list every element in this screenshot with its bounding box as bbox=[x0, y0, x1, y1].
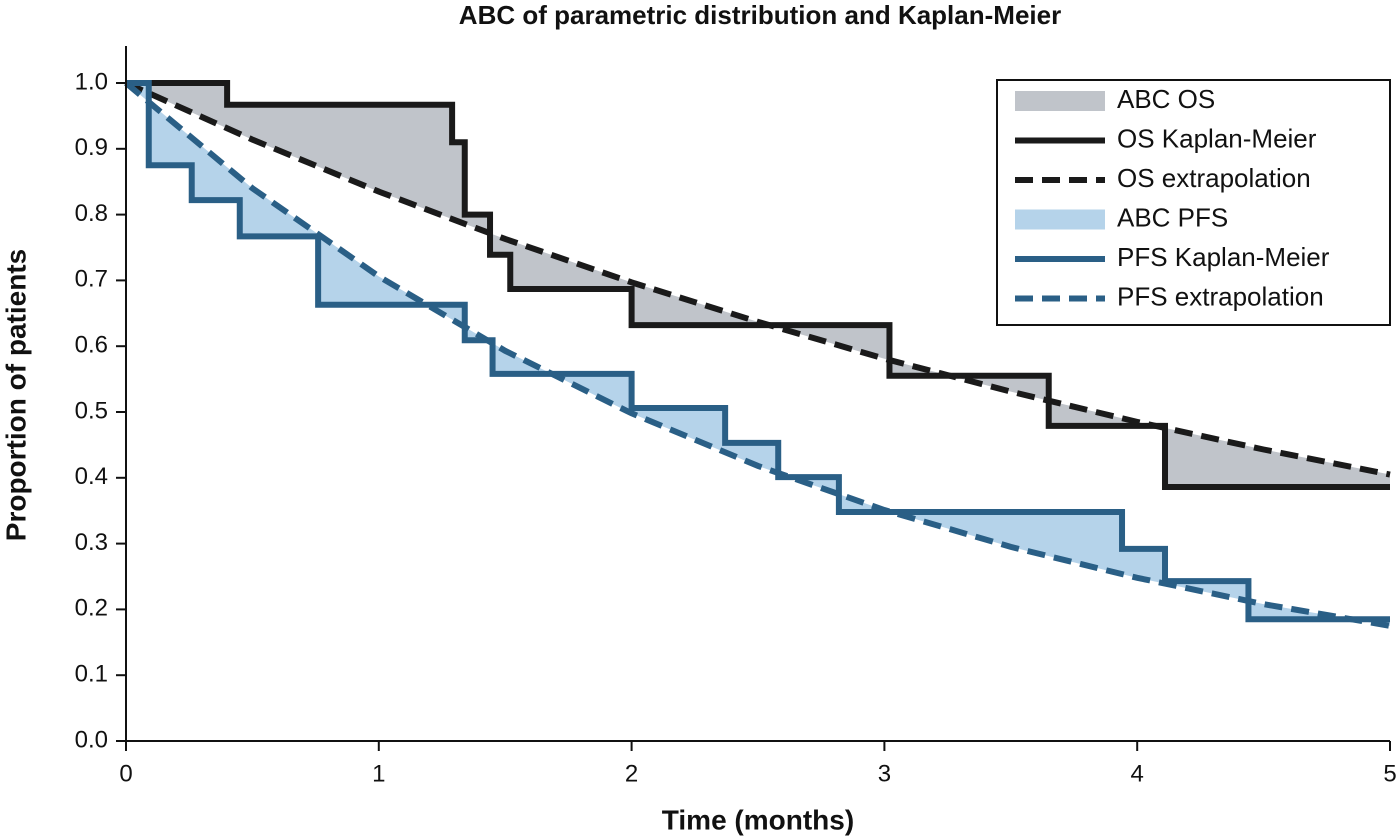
legend-swatch bbox=[1015, 209, 1105, 230]
abc-area bbox=[126, 83, 1390, 488]
x-tick-label: 4 bbox=[1131, 760, 1144, 787]
legend-box bbox=[996, 79, 1391, 326]
x-axis-label: Time (months) bbox=[662, 804, 854, 835]
y-tick-label: 0.7 bbox=[75, 266, 108, 293]
series-line bbox=[126, 80, 1390, 491]
legend-label: OS Kaplan-Meier bbox=[1117, 123, 1317, 153]
y-tick-label: 0.6 bbox=[75, 332, 108, 359]
x-tick-label: 2 bbox=[625, 760, 638, 787]
x-tick-label: 5 bbox=[1383, 760, 1396, 787]
legend: ABC OS OS Kaplan-Meier OS extrapolation ABC… bbox=[996, 79, 1391, 326]
y-tick-label: 0.5 bbox=[75, 397, 108, 424]
y-tick-label: 0.0 bbox=[75, 726, 108, 753]
y-tick-label: 0.2 bbox=[75, 595, 108, 622]
y-tick-label: 0.4 bbox=[75, 463, 108, 490]
legend-label: PFS Kaplan-Meier bbox=[1117, 242, 1330, 272]
legend-label: ABC OS bbox=[1117, 84, 1215, 114]
y-tick-label: 1.0 bbox=[75, 68, 108, 95]
legend-label: PFS extrapolation bbox=[1117, 281, 1324, 311]
chart-title: ABC of parametric distribution and Kapla… bbox=[459, 0, 1061, 30]
y-tick-label: 0.3 bbox=[75, 529, 108, 556]
legend-label: OS extrapolation bbox=[1117, 163, 1311, 193]
legend-swatch bbox=[1015, 91, 1105, 111]
plot-area bbox=[124, 80, 1391, 629]
y-tick-label: 0.1 bbox=[75, 661, 108, 688]
y-tick-label: 0.9 bbox=[75, 134, 108, 161]
series-line bbox=[124, 80, 1391, 478]
x-tick-label: 0 bbox=[119, 760, 132, 787]
series-line bbox=[124, 80, 1391, 629]
series-line bbox=[126, 80, 1390, 623]
x-tick-label: 1 bbox=[372, 760, 385, 787]
y-tick-label: 0.8 bbox=[75, 200, 108, 227]
legend-label: ABC PFS bbox=[1117, 202, 1228, 232]
x-tick-label: 3 bbox=[878, 760, 891, 787]
y-axis-label: Proportion of patients bbox=[0, 249, 31, 541]
